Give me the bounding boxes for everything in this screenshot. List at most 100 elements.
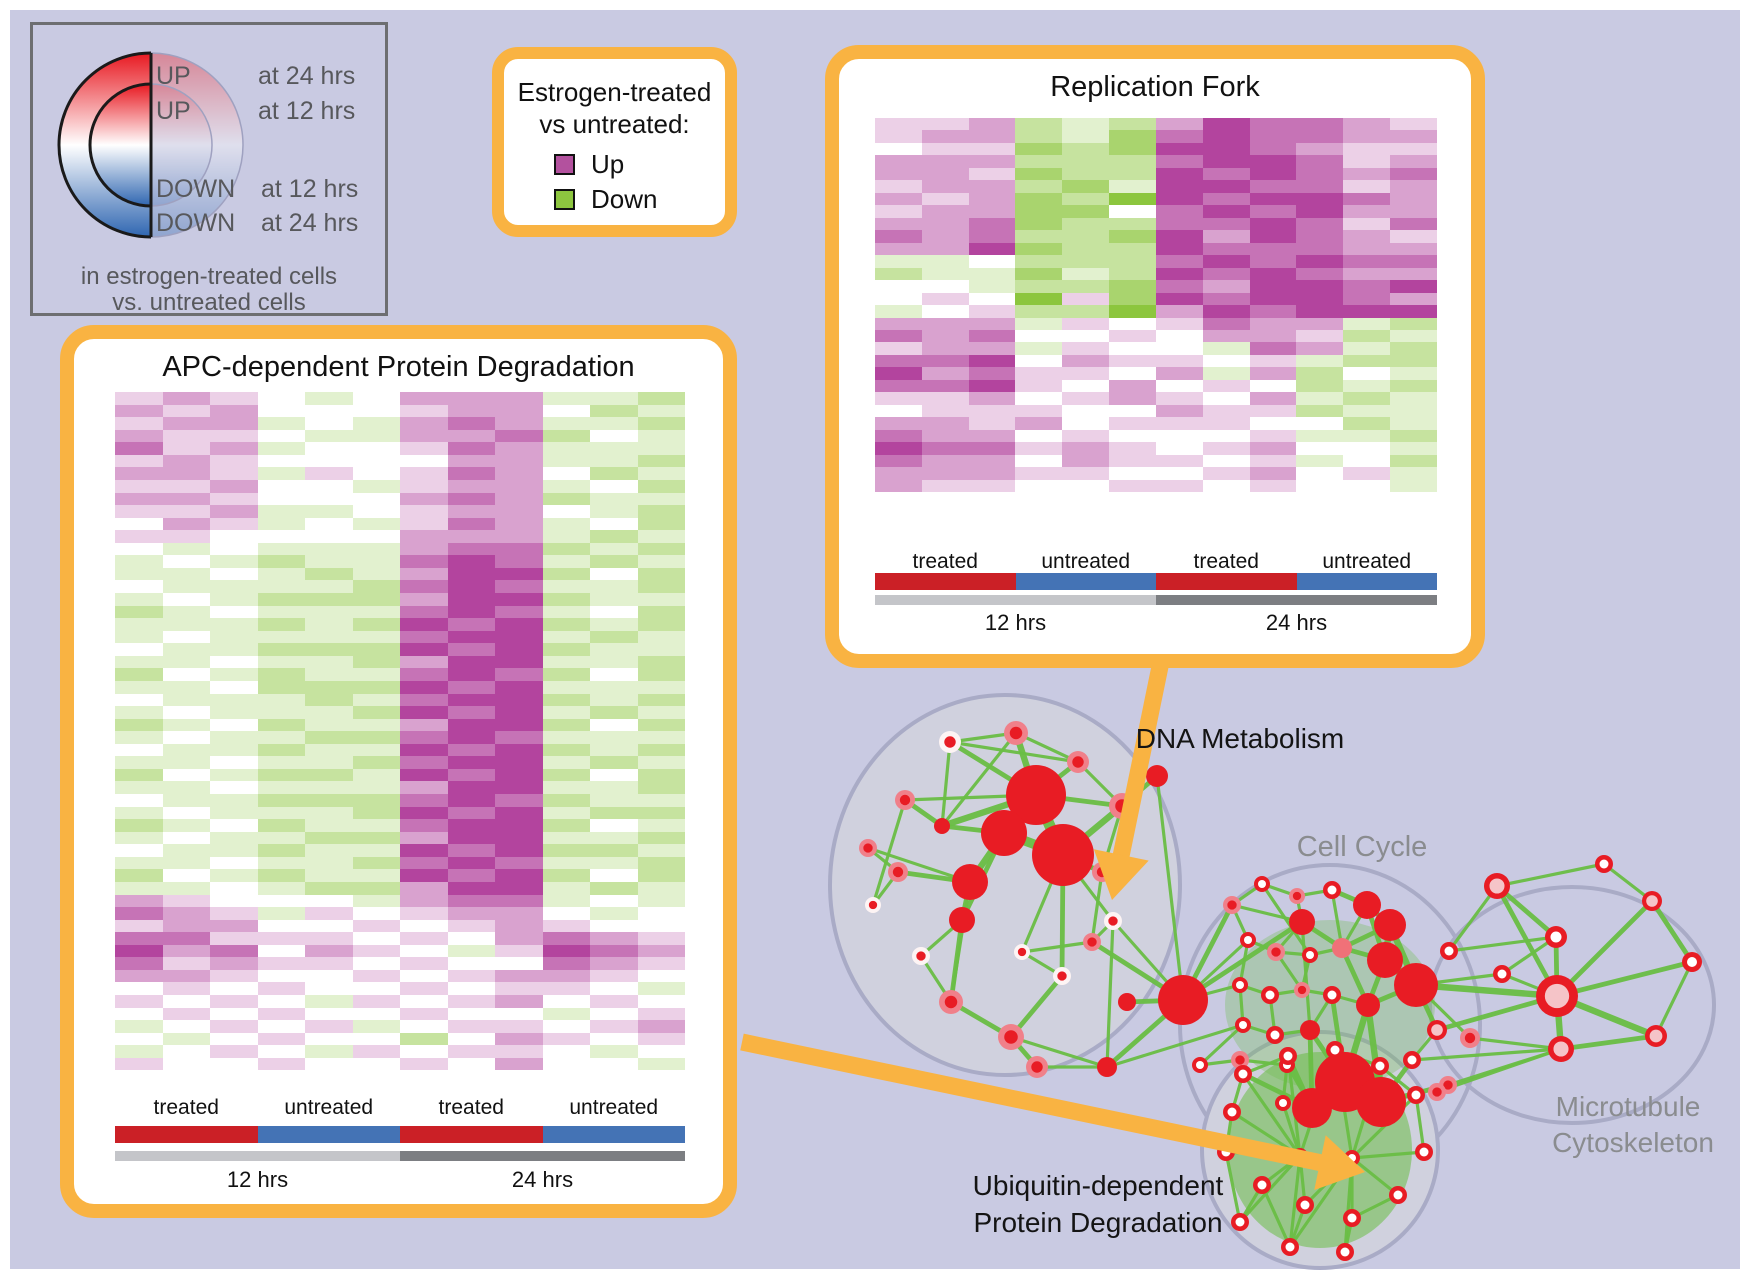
network-cluster-label: Microtubule [1556,1091,1701,1122]
network-edge [940,740,952,828]
network-node [892,866,904,878]
network-edge [1224,1150,1242,1224]
heatmap-row [875,467,1437,480]
heatmap-row [115,856,685,870]
network-node [1279,1099,1287,1107]
heatmap-row [115,1032,685,1046]
heatmap-row [115,643,685,656]
heatmap-row [115,819,685,832]
network-edge [948,917,965,1005]
network-edge [1468,1036,1563,1051]
network-node [1244,936,1252,944]
heatmap-row [875,142,1437,156]
bar-24hrs [400,1151,685,1161]
heatmap-row [115,668,685,681]
network-node [1393,1190,1403,1200]
time-label: 24 hrs [1265,610,1328,635]
panel-apc-protein-degradation: APC-dependent Protein Degradation treate… [60,325,737,1218]
network-edge [1008,973,1065,1040]
network-edge [940,731,1018,828]
ring-dir-label: DOWN [156,175,236,203]
network-node [1271,947,1281,957]
group-label: untreated [1322,550,1412,573]
network-node [1146,765,1168,787]
network-node [1257,1180,1267,1190]
heatmap-row [115,392,685,405]
network-edge [1260,1183,1292,1249]
ring-time-label: at 12 hrs [261,175,359,203]
network-node [1285,1242,1295,1252]
treatment-color-bar [115,1126,685,1143]
network-node [1327,885,1337,895]
heatmap-row [115,831,685,845]
heatmap-row [875,205,1437,218]
link-arrow-shaft [1111,650,1172,863]
network-node [1356,993,1380,1017]
network-node [1394,963,1438,1007]
network-node [1646,895,1658,907]
network-node [1431,1024,1443,1036]
heatmap-row [115,530,685,543]
network-node [1031,1061,1043,1073]
heatmap-row [875,429,1437,443]
network-node [1367,942,1403,978]
untreated-bar-segment [1296,573,1437,590]
network-node [1544,983,1570,1009]
ring-dir-label: DOWN [156,209,236,237]
heatmap-row [875,167,1437,181]
group-label: untreated [1041,550,1131,573]
heatmap-row [115,580,685,593]
network-cluster-label: DNA Metabolism [1136,723,1345,754]
network-edge [1020,940,1094,954]
up-color-swatch [554,154,575,175]
network-edge [1105,919,1115,1069]
panel-replication-fork: Replication Fork treated untreated treated… [825,45,1485,668]
network-edge [1350,1156,1400,1197]
network-node [1283,1051,1293,1061]
ring-time-label: at 12 hrs [258,97,356,125]
heatmap-row [115,593,685,606]
network-node [1032,824,1094,886]
network-node [1004,1030,1018,1044]
cluster-dna-metabolism [828,693,1182,1077]
heatmap-row [875,155,1437,168]
heatmap-row [115,844,685,857]
heatmap-row [875,417,1437,430]
heatmap-row [875,404,1437,418]
network-node [1353,891,1381,919]
untreated-bar-segment [1015,573,1156,590]
network-node [1497,969,1507,979]
heatmap-grid [875,118,1437,493]
network-edge [1558,1033,1659,1052]
network-node [1239,1021,1247,1029]
network-node [899,794,911,806]
network-edge [1447,935,1558,953]
heatmap-row [115,567,685,581]
network-edge [1410,1047,1563,1062]
ring-dir-label: UP [156,97,191,125]
heatmap-row [875,130,1437,143]
heatmap-row [875,217,1437,231]
heatmap-row [115,467,685,480]
heatmap-row [115,907,685,920]
heatmap-row [875,230,1437,243]
network-node [944,995,958,1009]
treatment-group-labels: treated untreated treated untreated [115,1096,685,1122]
network-node [1009,726,1023,740]
heatmap-row [875,192,1437,206]
network-edge [1241,1072,1302,1158]
network-node [1306,951,1314,959]
network-edge [1435,1047,1563,1094]
heatmap-row [115,479,685,493]
network-edge [1447,884,1499,953]
network-node [1236,981,1244,989]
network-edge [871,798,907,907]
heatmap-row [115,454,685,468]
heatmap-row [115,957,685,970]
timepoint-bar [875,595,1437,605]
network-node [863,843,873,853]
network-edge [948,740,1080,764]
network-edge [1288,1154,1302,1249]
network-node [1108,916,1118,926]
